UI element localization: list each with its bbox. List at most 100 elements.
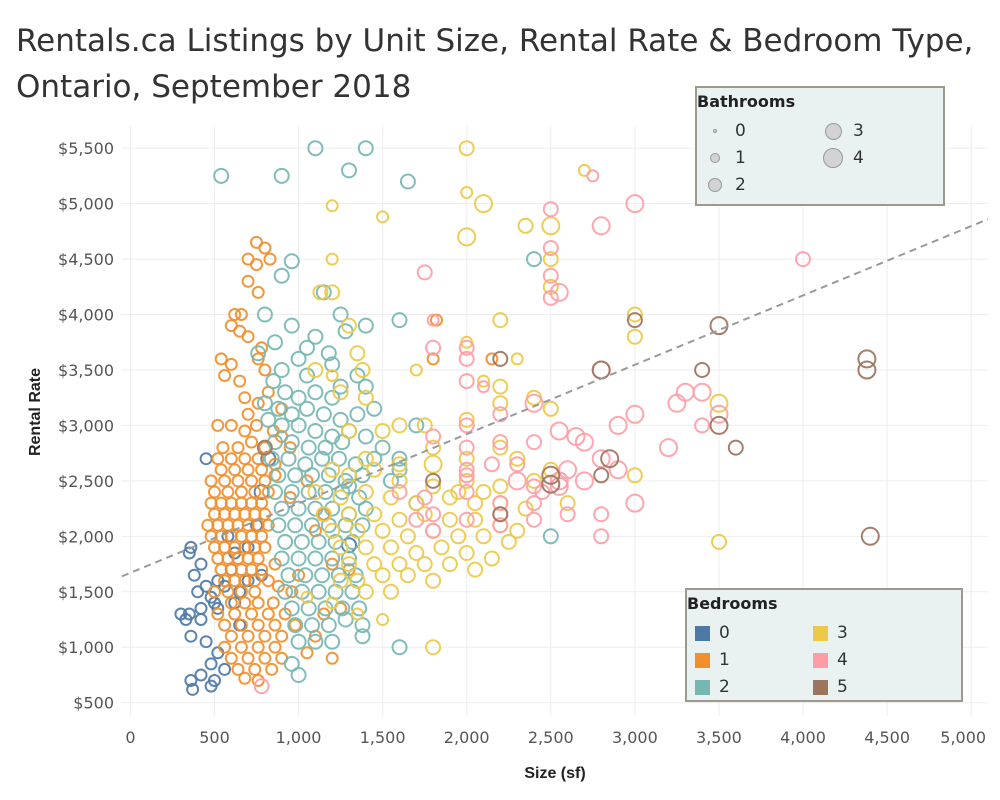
data-point bbox=[324, 500, 341, 517]
x-tick-label: 3,000 bbox=[612, 728, 658, 747]
y-tick-label: $5,500 bbox=[58, 139, 114, 158]
data-point bbox=[526, 434, 542, 451]
legend-bedrooms-label: 0 bbox=[719, 623, 730, 643]
data-point bbox=[324, 550, 341, 567]
data-point bbox=[325, 651, 339, 665]
data-point bbox=[625, 493, 645, 513]
y-tick-label: $2,000 bbox=[58, 527, 114, 546]
data-point bbox=[186, 682, 200, 696]
data-point bbox=[675, 382, 695, 402]
data-point bbox=[290, 500, 307, 517]
data-point bbox=[408, 495, 425, 512]
data-point bbox=[320, 345, 337, 362]
data-point bbox=[492, 434, 509, 451]
data-point bbox=[425, 339, 442, 356]
data-point bbox=[290, 667, 307, 683]
legend-bedrooms-label: 2 bbox=[719, 677, 730, 697]
data-point bbox=[357, 428, 374, 445]
data-point bbox=[467, 511, 484, 528]
data-point bbox=[234, 308, 248, 321]
data-point bbox=[261, 607, 275, 621]
legend-bedrooms-label: 3 bbox=[837, 623, 848, 643]
legend-bathrooms-item: 1 bbox=[703, 145, 746, 171]
data-point bbox=[341, 317, 357, 334]
data-point bbox=[483, 456, 500, 473]
data-point bbox=[492, 312, 509, 329]
data-point bbox=[224, 418, 238, 432]
data-point bbox=[283, 484, 300, 500]
data-point bbox=[357, 317, 374, 334]
data-point bbox=[273, 167, 290, 184]
data-point bbox=[234, 585, 248, 599]
data-point bbox=[283, 434, 300, 451]
data-point bbox=[593, 467, 610, 484]
x-tick-label: 4,000 bbox=[780, 728, 826, 747]
data-point bbox=[341, 556, 357, 573]
data-point bbox=[208, 585, 221, 599]
y-tick-label: $1,500 bbox=[58, 583, 114, 602]
data-point bbox=[300, 474, 314, 488]
data-point bbox=[477, 374, 490, 388]
data-point bbox=[416, 264, 433, 281]
data-point bbox=[299, 367, 315, 384]
data-point bbox=[250, 258, 263, 272]
data-point bbox=[241, 407, 255, 421]
data-point bbox=[357, 389, 374, 406]
data-point bbox=[234, 485, 248, 499]
legend-color-swatch bbox=[813, 679, 828, 695]
data-point bbox=[408, 545, 425, 561]
data-point bbox=[315, 406, 332, 423]
data-point bbox=[216, 441, 230, 455]
data-point bbox=[290, 350, 307, 367]
data-point bbox=[231, 474, 245, 488]
data-point bbox=[349, 572, 366, 589]
data-point bbox=[391, 472, 408, 489]
data-point bbox=[300, 439, 317, 456]
data-point bbox=[297, 567, 314, 584]
legend-bedrooms-label: 1 bbox=[719, 650, 730, 670]
data-point bbox=[509, 450, 526, 467]
data-point bbox=[299, 339, 315, 356]
data-point bbox=[261, 485, 275, 499]
data-point bbox=[492, 478, 509, 495]
data-point bbox=[234, 640, 248, 654]
data-point bbox=[426, 313, 440, 327]
data-point bbox=[711, 533, 727, 550]
data-point bbox=[317, 439, 334, 456]
data-point bbox=[600, 449, 620, 469]
data-point bbox=[541, 465, 561, 485]
data-point bbox=[517, 217, 534, 234]
data-point bbox=[228, 308, 242, 321]
legend-bathrooms-item: 4 bbox=[821, 145, 864, 171]
legend-bathrooms: Bathrooms 0 1 2 3 4 bbox=[695, 86, 945, 206]
data-point bbox=[357, 140, 374, 157]
data-point bbox=[492, 495, 509, 512]
data-point bbox=[357, 583, 374, 600]
data-point bbox=[354, 628, 371, 645]
data-point bbox=[324, 522, 341, 539]
axes: 0 500 1,000 1,500 2,000 2,500 3,000 3,500 4,000 4… bbox=[58, 139, 986, 747]
data-point bbox=[283, 317, 300, 334]
data-point bbox=[317, 484, 334, 500]
data-point bbox=[307, 423, 324, 439]
data-point bbox=[408, 511, 425, 528]
data-point bbox=[492, 350, 509, 367]
data-point bbox=[357, 500, 374, 517]
data-point bbox=[542, 528, 559, 545]
data-point bbox=[383, 472, 399, 489]
data-point bbox=[256, 306, 273, 323]
data-point bbox=[354, 517, 371, 534]
data-point bbox=[341, 506, 357, 523]
data-point bbox=[211, 601, 225, 615]
legend-size-circle bbox=[823, 148, 843, 168]
data-point bbox=[255, 529, 269, 543]
data-point bbox=[314, 450, 331, 467]
data-point bbox=[391, 484, 408, 500]
data-point bbox=[199, 452, 213, 466]
data-point bbox=[260, 411, 277, 428]
data-point bbox=[300, 484, 317, 500]
legend-size-circle bbox=[710, 153, 720, 163]
data-point bbox=[273, 550, 290, 567]
data-point bbox=[307, 362, 324, 378]
data-point bbox=[625, 404, 645, 424]
